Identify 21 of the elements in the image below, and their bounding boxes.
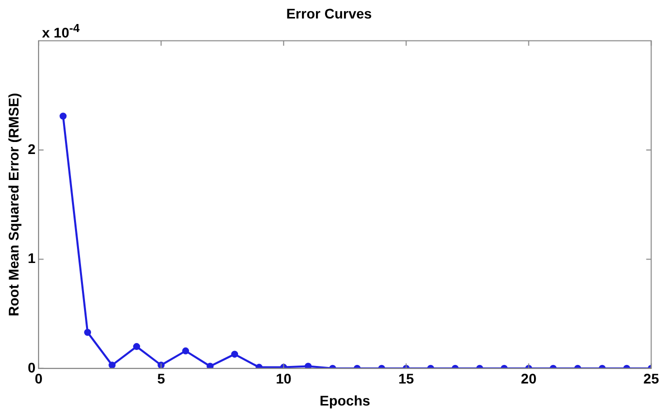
x-tick-label: 15 (398, 370, 414, 387)
y-tick-label: 0 (28, 359, 36, 376)
point (206, 362, 214, 368)
x-tick-label: 25 (643, 370, 660, 387)
x-tick-label: 5 (157, 370, 166, 387)
x-tick-label: 10 (276, 370, 292, 387)
point (158, 362, 165, 368)
chart-title: Error Curves (286, 5, 372, 22)
y-axis-title: Root Mean Squared Error (RMSE) (5, 92, 22, 316)
x-tick-label: 20 (520, 370, 537, 387)
point (133, 343, 140, 350)
point (304, 362, 312, 368)
point (108, 362, 116, 368)
text: x 10$^{-4}$ (42, 22, 80, 41)
point (231, 350, 238, 358)
point (84, 328, 92, 336)
point (182, 347, 190, 354)
point (60, 112, 67, 120)
x-axis-title: Epochs (320, 392, 370, 408)
y-tick-label: 2 (28, 140, 36, 157)
y-tick-label: 1 (28, 250, 36, 266)
